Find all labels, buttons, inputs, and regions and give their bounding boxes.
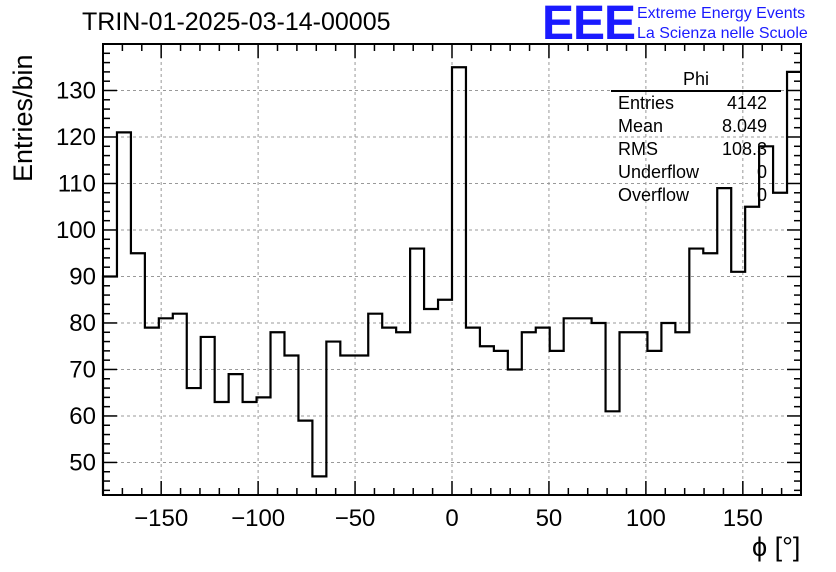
stats-value: 8.049 bbox=[721, 116, 767, 136]
histogram-outline bbox=[101, 66, 801, 495]
stats-row-mean: Mean 8.049 bbox=[611, 115, 781, 138]
stats-key: Entries bbox=[618, 93, 675, 113]
x-tick-label: 150 bbox=[723, 505, 763, 532]
logo-line-2: La Scienza nelle Scuole bbox=[637, 25, 808, 42]
tick-labels: −150 −100 −50 0 50 100 150 50 60 70 80 90 100 110 120 1… bbox=[56, 77, 763, 532]
stats-row-rms: RMS 108.3 bbox=[611, 138, 781, 161]
stats-row-overflow: Overflow 0 bbox=[611, 184, 781, 207]
y-axis-label: Entries/bin bbox=[8, 54, 38, 182]
stats-key: Overflow bbox=[618, 185, 690, 205]
y-tick-label: 90 bbox=[69, 263, 96, 290]
y-tick-label: 130 bbox=[56, 77, 96, 104]
stats-value: 108.3 bbox=[721, 139, 767, 159]
x-tick-label: −50 bbox=[335, 505, 376, 532]
x-tick-label: 0 bbox=[445, 505, 458, 532]
stats-value: 0 bbox=[756, 162, 767, 182]
x-axis-label: ϕ [°] bbox=[752, 532, 801, 562]
x-tick-label: 50 bbox=[536, 505, 563, 532]
x-tick-label: −150 bbox=[134, 505, 188, 532]
y-tick-label: 70 bbox=[69, 356, 96, 383]
y-tick-label: 60 bbox=[69, 403, 96, 430]
y-tick-label: 120 bbox=[56, 124, 96, 151]
stats-value: 4142 bbox=[726, 93, 767, 113]
stats-key: Underflow bbox=[618, 162, 700, 182]
histogram-bins bbox=[101, 66, 801, 495]
chart-title: TRIN-01-2025-03-14-00005 bbox=[82, 8, 391, 36]
stats-key: Mean bbox=[618, 116, 664, 136]
y-tick-label: 100 bbox=[56, 217, 96, 244]
stats-box: Phi Entries 4142 Mean 8.049 RMS 108.3 Un… bbox=[611, 68, 781, 207]
stats-value: 0 bbox=[756, 185, 767, 205]
stats-title: Phi bbox=[611, 68, 781, 92]
logo-line-1: Extreme Energy Events bbox=[637, 5, 806, 22]
y-tick-label: 110 bbox=[58, 170, 96, 197]
axis-ticks bbox=[103, 43, 801, 495]
y-tick-label: 80 bbox=[69, 310, 96, 337]
stats-row-underflow: Underflow 0 bbox=[611, 161, 781, 184]
x-tick-label: −100 bbox=[231, 505, 285, 532]
x-tick-label: 100 bbox=[626, 505, 666, 532]
eee-logo: EEE bbox=[542, 0, 636, 50]
y-tick-label: 50 bbox=[69, 449, 96, 476]
stats-key: RMS bbox=[618, 139, 658, 159]
stats-row-entries: Entries 4142 bbox=[611, 92, 781, 115]
